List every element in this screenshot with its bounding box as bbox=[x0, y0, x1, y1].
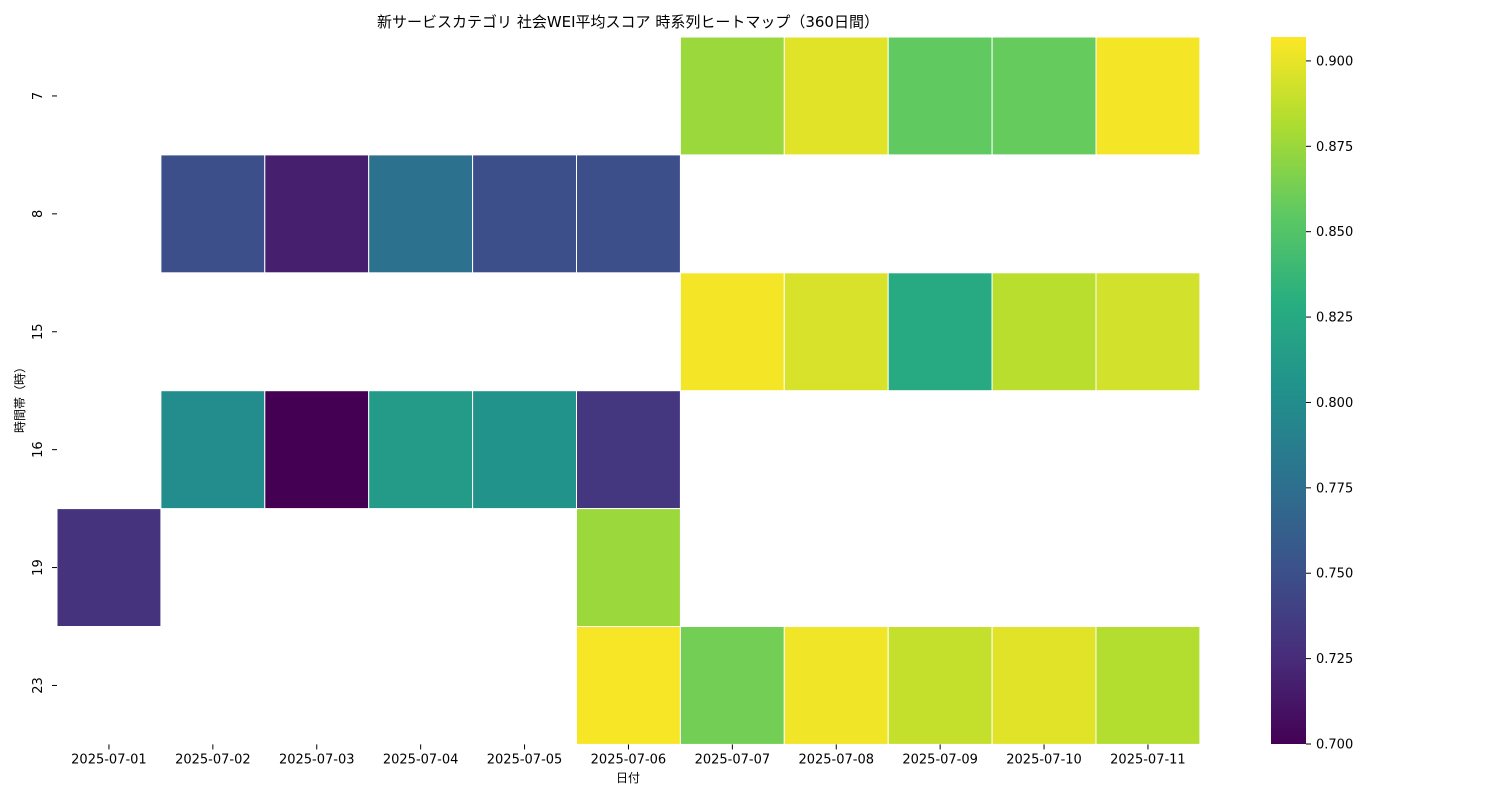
colorbar-ticks: 0.700 0.725 0.750 0.775 0.800 0.825 0.850 0.875… bbox=[1306, 54, 1353, 753]
heatmap-cell bbox=[1095, 626, 1201, 745]
heatmap-cell bbox=[887, 626, 993, 745]
chart-title: 新サービスカテゴリ 社会WEI平均スコア 時系列ヒートマップ（360日間） bbox=[377, 13, 879, 31]
heatmap-cell bbox=[1095, 272, 1201, 392]
heatmap-cell bbox=[576, 154, 681, 274]
heatmap-cell bbox=[887, 272, 993, 392]
colorbar-tick-label: 0.800 bbox=[1316, 396, 1353, 411]
heatmap-cell bbox=[264, 154, 370, 274]
x-tick-label: 2025-07-06 bbox=[591, 752, 667, 767]
heatmap-cell bbox=[264, 390, 370, 510]
x-axis: 2025-07-01 2025-07-02 2025-07-03 2025-07-04… bbox=[71, 744, 1186, 767]
y-tick-label: 8 bbox=[31, 210, 46, 218]
colorbar-tick-label: 0.750 bbox=[1316, 567, 1353, 582]
colorbar-tick-label: 0.775 bbox=[1316, 481, 1353, 496]
y-axis-label: 時間帯（時） bbox=[13, 361, 27, 433]
x-tick-label: 2025-07-07 bbox=[695, 752, 771, 767]
y-tick-label: 19 bbox=[31, 559, 46, 576]
y-tick-label: 16 bbox=[31, 441, 46, 458]
heatmap-cell bbox=[368, 390, 474, 510]
heatmap-cells bbox=[56, 36, 1201, 745]
colorbar-tick-label: 0.725 bbox=[1316, 652, 1353, 667]
y-axis: 7 8 15 16 19 23 bbox=[31, 92, 57, 694]
heatmap-cell bbox=[991, 626, 1097, 745]
colorbar-tick-label: 0.850 bbox=[1316, 225, 1353, 240]
heatmap-cell bbox=[576, 626, 681, 745]
heatmap-cell bbox=[160, 154, 266, 274]
colorbar bbox=[1271, 37, 1306, 744]
heatmap-cell bbox=[576, 508, 681, 628]
colorbar-tick-label: 0.700 bbox=[1316, 738, 1353, 753]
colorbar-tick-label: 0.900 bbox=[1316, 54, 1353, 69]
x-tick-label: 2025-07-04 bbox=[383, 752, 459, 767]
colorbar-tick-label: 0.825 bbox=[1316, 311, 1353, 326]
x-tick-label: 2025-07-10 bbox=[1006, 752, 1082, 767]
x-tick-label: 2025-07-08 bbox=[798, 752, 874, 767]
heatmap-cell bbox=[472, 154, 578, 274]
heatmap-cell bbox=[576, 390, 681, 510]
x-tick-label: 2025-07-03 bbox=[279, 752, 355, 767]
x-tick-label: 2025-07-02 bbox=[175, 752, 251, 767]
heatmap-cell bbox=[991, 36, 1097, 156]
x-tick-label: 2025-07-09 bbox=[902, 752, 978, 767]
heatmap-cell bbox=[783, 272, 889, 392]
heatmap-cell bbox=[887, 36, 993, 156]
heatmap-cell bbox=[783, 626, 889, 745]
heatmap-cell bbox=[56, 508, 162, 628]
heatmap-cell bbox=[368, 154, 474, 274]
heatmap-cell bbox=[679, 272, 785, 392]
x-tick-label: 2025-07-05 bbox=[487, 752, 563, 767]
y-tick-label: 15 bbox=[31, 323, 46, 340]
heatmap-cell bbox=[679, 626, 785, 745]
heatmap-cell bbox=[783, 36, 889, 156]
heatmap-cell bbox=[1095, 36, 1201, 156]
x-tick-label: 2025-07-01 bbox=[71, 752, 147, 767]
y-tick-label: 7 bbox=[31, 92, 46, 100]
heatmap-cell bbox=[991, 272, 1097, 392]
y-tick-label: 23 bbox=[31, 677, 46, 694]
x-axis-label: 日付 bbox=[616, 771, 640, 785]
x-tick-label: 2025-07-11 bbox=[1110, 752, 1186, 767]
colorbar-tick-label: 0.875 bbox=[1316, 140, 1353, 155]
heatmap-cell bbox=[472, 390, 578, 510]
heatmap-cell bbox=[160, 390, 266, 510]
heatmap-cell bbox=[679, 36, 785, 156]
